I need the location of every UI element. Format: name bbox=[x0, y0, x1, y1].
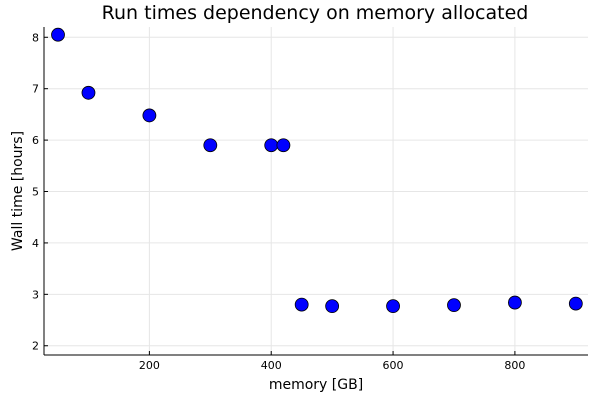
x-tick-label: 800 bbox=[504, 359, 525, 372]
x-tick-label: 400 bbox=[261, 359, 282, 372]
y-axis-label: Wall time [hours] bbox=[10, 131, 26, 251]
x-tick-label: 200 bbox=[139, 359, 160, 372]
y-tick-label: 8 bbox=[32, 31, 39, 44]
data-point bbox=[325, 299, 340, 314]
data-point bbox=[276, 138, 291, 153]
data-point bbox=[81, 85, 96, 100]
data-point bbox=[294, 297, 309, 312]
y-tick-label: 7 bbox=[32, 83, 39, 96]
grid bbox=[44, 27, 588, 355]
tick-labels: 200 400 600 800 2 3 4 5 6 7 8 bbox=[32, 31, 525, 372]
x-tick-label: 600 bbox=[383, 359, 404, 372]
chart-title: Run times dependency on memory allocated bbox=[102, 2, 529, 24]
data-points bbox=[51, 27, 583, 314]
data-point bbox=[203, 138, 218, 153]
data-point bbox=[568, 296, 583, 311]
data-point bbox=[142, 108, 157, 123]
y-tick-label: 5 bbox=[32, 186, 39, 199]
data-point bbox=[507, 295, 522, 310]
y-tick-label: 4 bbox=[32, 237, 39, 250]
data-point bbox=[51, 27, 65, 42]
y-tick-label: 2 bbox=[32, 340, 39, 353]
axes bbox=[43, 27, 588, 356]
data-point bbox=[386, 299, 400, 314]
data-point bbox=[447, 298, 461, 313]
y-tick-label: 3 bbox=[32, 288, 39, 301]
x-axis-label: memory [GB] bbox=[269, 377, 363, 393]
data-point bbox=[264, 138, 279, 153]
y-tick-label: 6 bbox=[32, 134, 39, 147]
